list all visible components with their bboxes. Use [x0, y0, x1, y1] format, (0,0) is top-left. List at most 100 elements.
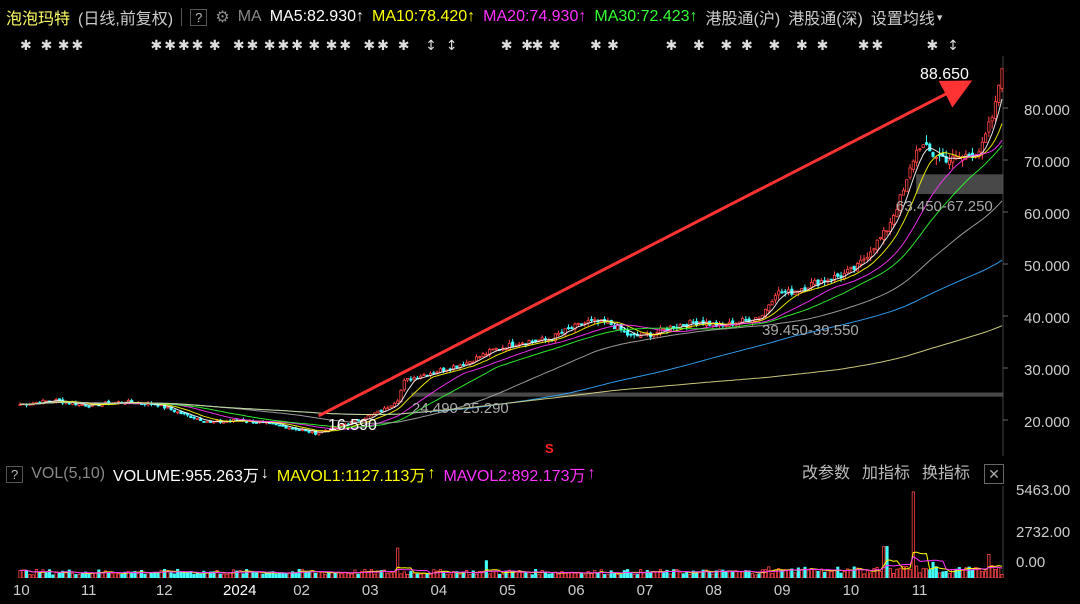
volume-bar[interactable]: [915, 565, 919, 578]
candle[interactable]: [182, 412, 186, 416]
candle[interactable]: [924, 135, 929, 146]
event-marker-icon[interactable]: ✱: [339, 38, 351, 54]
link-hgt-sz[interactable]: 港股通(深): [788, 11, 863, 28]
volume-bar[interactable]: [783, 569, 787, 578]
candle[interactable]: [849, 266, 853, 273]
volume-bar[interactable]: [951, 569, 955, 578]
event-marker-icon[interactable]: ✱: [41, 38, 53, 54]
volume-bar[interactable]: [534, 568, 538, 578]
volume-bar[interactable]: [297, 568, 301, 578]
volume-bar[interactable]: [619, 574, 623, 578]
volume-bar[interactable]: [970, 569, 974, 578]
candle[interactable]: [84, 404, 88, 407]
volume-bar[interactable]: [760, 569, 764, 578]
volume-bar[interactable]: [852, 566, 856, 578]
candle[interactable]: [530, 339, 534, 345]
candle[interactable]: [468, 361, 472, 367]
candle[interactable]: [993, 95, 997, 122]
volume-bar[interactable]: [599, 569, 603, 578]
candle[interactable]: [915, 145, 919, 167]
volume-bar[interactable]: [747, 570, 751, 578]
volume-bar[interactable]: [767, 566, 771, 578]
volume-bar[interactable]: [645, 570, 649, 578]
event-marker-icon[interactable]: ✱: [178, 38, 190, 54]
volume-bar[interactable]: [212, 571, 216, 578]
volume-bar[interactable]: [405, 573, 410, 578]
candle[interactable]: [409, 376, 413, 383]
volume-bar[interactable]: [980, 571, 984, 578]
chart-mode[interactable]: (日线,前复权): [78, 11, 174, 28]
volume-bar[interactable]: [527, 572, 531, 578]
candle[interactable]: [484, 351, 488, 357]
volume-bar[interactable]: [895, 568, 899, 578]
volume-bar[interactable]: [432, 569, 436, 578]
vol-label[interactable]: VOL(5,10): [31, 465, 106, 482]
event-marker-icon[interactable]: ✱: [666, 38, 678, 54]
volume-bar[interactable]: [882, 546, 886, 578]
volume-bar[interactable]: [478, 570, 482, 578]
candle[interactable]: [527, 339, 531, 346]
candle[interactable]: [405, 377, 410, 383]
event-marker-icon[interactable]: ✱: [590, 38, 602, 54]
volume-bar[interactable]: [603, 574, 607, 578]
volume-bar[interactable]: [560, 570, 564, 578]
volume-bar[interactable]: [701, 569, 705, 578]
volume-bar[interactable]: [727, 571, 731, 578]
volume-bar[interactable]: [629, 572, 633, 578]
volume-bar[interactable]: [557, 573, 561, 578]
volume-bar[interactable]: [997, 567, 1001, 578]
volume-bar[interactable]: [254, 572, 259, 578]
candle[interactable]: [386, 405, 390, 410]
candle[interactable]: [629, 333, 633, 338]
candle[interactable]: [987, 116, 991, 137]
volume-bar[interactable]: [675, 569, 679, 578]
candle[interactable]: [376, 410, 380, 414]
add-indicator-button[interactable]: 加指标: [862, 465, 911, 482]
volume-bar[interactable]: [70, 572, 75, 578]
volume-bar[interactable]: [944, 571, 948, 578]
volume-bar[interactable]: [126, 570, 130, 578]
volume-bar[interactable]: [97, 569, 101, 578]
candle[interactable]: [855, 262, 860, 272]
candle[interactable]: [681, 324, 685, 326]
vol-help-button[interactable]: ?: [6, 465, 24, 483]
volume-bar[interactable]: [714, 570, 718, 578]
settings-gear-icon[interactable]: ⚙: [215, 9, 230, 26]
volume-bar[interactable]: [245, 569, 249, 578]
event-marker-icon[interactable]: ✱: [72, 38, 84, 54]
volume-bar[interactable]: [494, 570, 498, 578]
volume-bar[interactable]: [819, 568, 823, 578]
candle[interactable]: [744, 316, 748, 323]
volume-bar[interactable]: [51, 574, 55, 578]
candle[interactable]: [451, 363, 456, 371]
volume-bar[interactable]: [471, 570, 475, 578]
switch-indicator-button[interactable]: 换指标: [922, 465, 971, 482]
volume-bar[interactable]: [691, 570, 695, 578]
candle[interactable]: [593, 317, 597, 325]
candle[interactable]: [274, 423, 278, 426]
volume-bar[interactable]: [718, 569, 722, 578]
volume-bar[interactable]: [28, 573, 32, 578]
candle[interactable]: [18, 402, 22, 406]
volume-bar[interactable]: [271, 571, 275, 578]
volume-bar[interactable]: [921, 567, 925, 578]
volume-bar[interactable]: [622, 570, 626, 578]
volume-bar[interactable]: [931, 561, 935, 578]
candle[interactable]: [172, 409, 176, 413]
volume-bar[interactable]: [763, 569, 768, 578]
candle[interactable]: [202, 420, 206, 423]
candle[interactable]: [911, 159, 915, 173]
volume-bar[interactable]: [208, 571, 213, 578]
event-marker-icon[interactable]: ✱: [377, 38, 389, 54]
volume-bar[interactable]: [934, 566, 938, 578]
volume-bar[interactable]: [839, 572, 843, 578]
volume-bar[interactable]: [281, 573, 285, 578]
volume-bar[interactable]: [823, 571, 827, 578]
candle[interactable]: [928, 142, 932, 152]
candle[interactable]: [777, 287, 781, 300]
volume-bar[interactable]: [678, 572, 682, 578]
volume-bar[interactable]: [231, 569, 236, 578]
volume-bar[interactable]: [61, 570, 65, 578]
candle[interactable]: [199, 416, 203, 421]
volume-bar[interactable]: [606, 574, 610, 578]
